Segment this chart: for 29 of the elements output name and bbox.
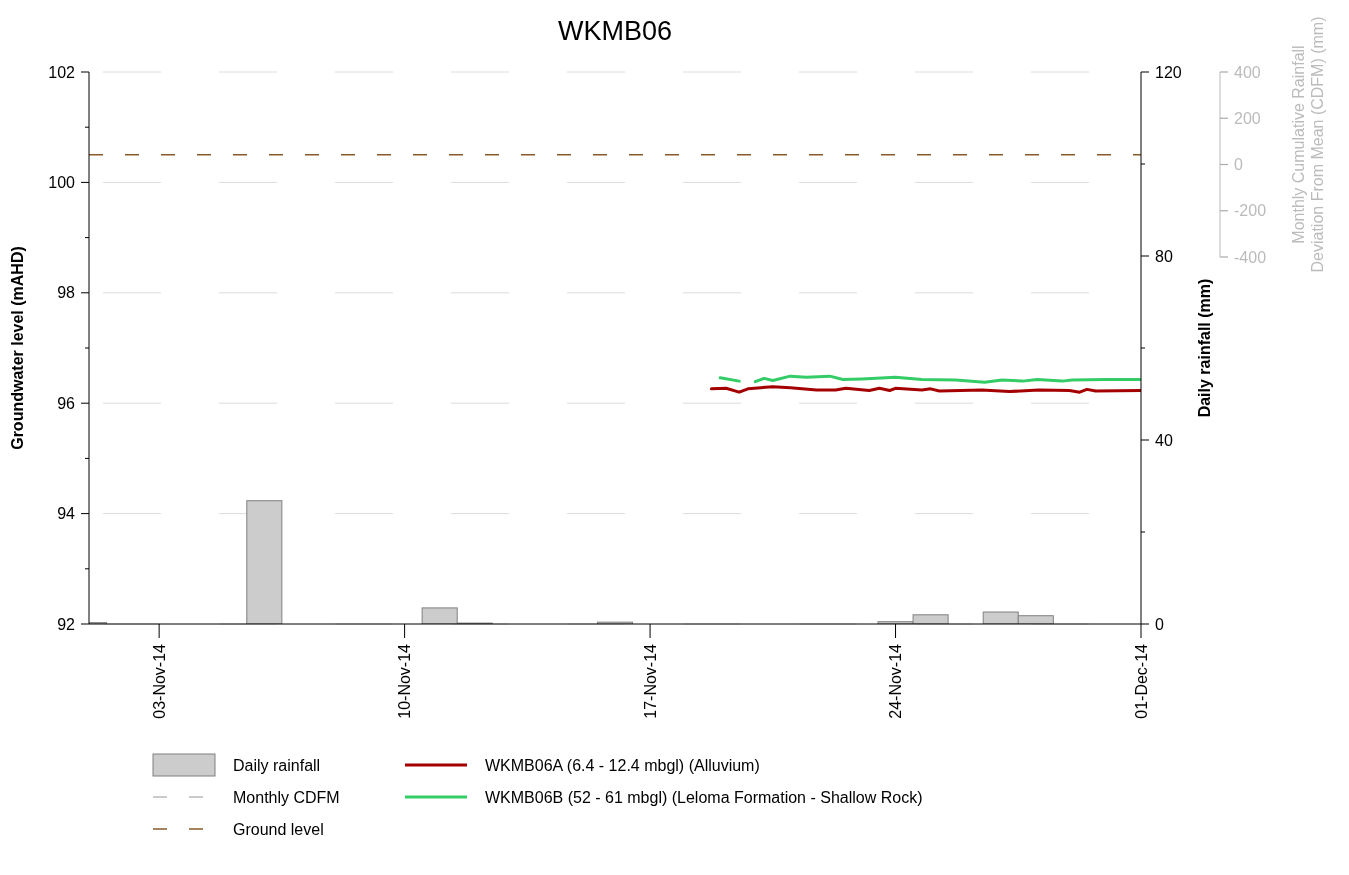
- y-tick-label: 102: [48, 63, 76, 81]
- y-tick-label: 100: [48, 174, 76, 191]
- chart-title: WKMB06: [557, 16, 673, 46]
- legend-label: Monthly CDFM: [233, 788, 340, 806]
- y3-axis-title: Monthly Cumulative Rainfall Deviation From Mean (CDFM) (mm): [1290, 16, 1326, 273]
- y-tick-label: 92: [57, 615, 76, 633]
- x-tick-label: 10-Nov-14: [396, 643, 414, 719]
- legend-label: WKMB06B (52 - 61 mbgl) (Leloma Formation - Shallow Rock): [485, 788, 923, 806]
- y2-tick-label: 40: [1155, 431, 1173, 449]
- y2-tick-label: 80: [1155, 247, 1173, 265]
- y3-tick-label: 200: [1234, 109, 1261, 127]
- y-tick-label: 96: [57, 394, 76, 412]
- y3-tick-label: 0: [1234, 156, 1243, 174]
- x-tick-label: 17-Nov-14: [641, 643, 659, 719]
- x-tick-label: 24-Nov-14: [887, 643, 905, 719]
- y-tick-label: 94: [57, 505, 76, 523]
- y2-axis-title: Daily rainfall (mm): [1196, 278, 1213, 418]
- y2-tick-label: 0: [1155, 615, 1164, 633]
- y3-tick-label: -400: [1234, 248, 1267, 266]
- y3-tick-label: -200: [1234, 202, 1267, 220]
- legend-label: WKMB06A (6.4 - 12.4 mbgl) (Alluvium): [485, 756, 760, 774]
- x-tick-label: 03-Nov-14: [150, 643, 168, 719]
- legend-label: Ground level: [233, 820, 324, 838]
- y2-tick-label: 120: [1155, 63, 1182, 81]
- x-tick-label: 01-Dec-14: [1132, 643, 1150, 719]
- y3-tick-label: 400: [1234, 63, 1261, 81]
- y-axis-title: Groundwater level (mAHD): [9, 246, 26, 450]
- y-tick-label: 98: [57, 284, 76, 302]
- legend-label: Daily rainfall: [233, 756, 321, 774]
